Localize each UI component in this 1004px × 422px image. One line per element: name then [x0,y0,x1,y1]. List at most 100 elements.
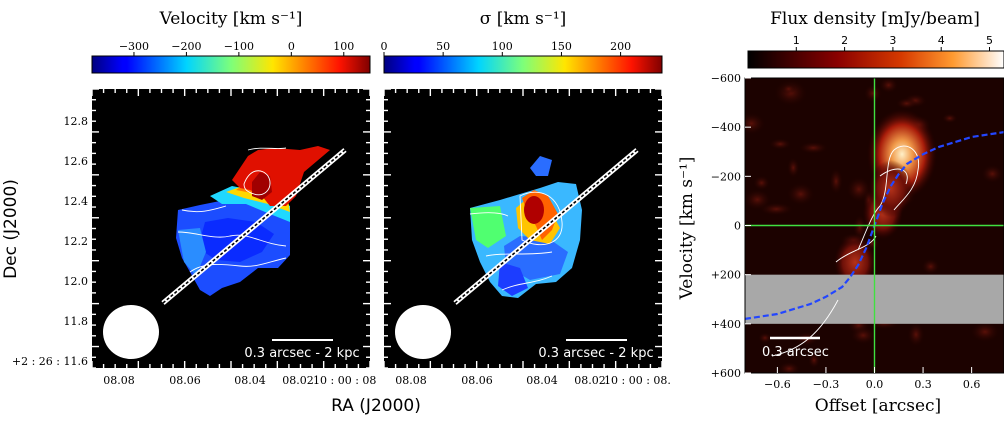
pv-noise [907,322,925,348]
pv-xlabel: Offset [arcsec] [815,396,941,416]
dec-axis-label: Dec (J2000) [1,179,21,279]
sigma-region-peak [524,196,544,224]
pv-y-tick-label: −400 [711,121,741,134]
sigma-colorbar-tick-label: 100 [492,40,513,53]
pv-noise [878,78,899,94]
pv-x-tick-label: 0.3 [914,378,932,391]
sigma-region-green [470,206,506,248]
pv-noise [786,182,815,206]
pv-noise [798,141,829,155]
ra-tick-label: 10 : 00 : 08 [313,374,376,387]
pv-noise [941,113,958,124]
ra-tick-label: 08.08 [103,374,135,387]
sigma-colorbar-title: σ [km s⁻¹] [480,9,567,29]
dec-tick-label: 12.0 [64,275,89,288]
pv-colorbar-tick-label: 4 [938,34,945,47]
pv-noise [850,326,877,345]
velocity-map: 0.3 arcsec - 2 kpc [92,89,370,368]
pv-colorbar-tick-label: 5 [986,34,993,47]
pv-colorbar-tick-label: 1 [793,34,800,47]
pv-colorbar-tick-label: 3 [889,34,896,47]
sigma-colorbar-tick-label: 200 [610,40,631,53]
pv-y-tick-label: +400 [711,318,741,331]
ra-tick-label: 08.08 [395,374,427,387]
velocity-colorbar: Velocity [km s⁻¹] −300 −200 −100 0 100 [91,9,371,74]
velocity-beam [103,305,159,359]
dec-tick-label: 11.8 [64,315,89,328]
pv-y-tick-label: +200 [711,269,741,282]
pv-scalebar-label: 0.3 arcsec [762,345,829,360]
ra-tick-label: 10 : 00 : 08. [604,374,671,387]
velocity-colorbar-tick-label: 0 [288,40,295,53]
pv-noise [807,351,821,369]
pv-x-tick-label: −0.6 [764,378,791,391]
pv-y-tick-label: +600 [711,367,741,380]
sigma-colorbar-tick-label: 0 [381,40,388,53]
ra-tick-label: 08.02 [574,374,606,387]
pv-x-tick-label: 0.6 [963,378,981,391]
pv-diagram: 0.3 arcsec −600 −400 −200 0 +200 +400 +600 −0.… [677,72,1004,416]
velocity-region-darkred [252,172,272,200]
sigma-map: 0.3 arcsec - 2 kpc [384,89,662,368]
pv-noise [981,164,1004,184]
pv-noise [970,321,1001,343]
pv-emission-blob [868,160,913,218]
pv-x-tick-label: −0.3 [813,378,840,391]
dec-tick-label: 12.2 [64,235,89,248]
ra-tick-label: 08.06 [169,374,201,387]
pv-y-tick-label: −600 [711,72,741,85]
velocity-colorbar-tick-label: −100 [224,40,254,53]
pv-noise [745,188,772,211]
pv-noise [752,175,771,191]
ra-tick-label: 08.04 [526,374,558,387]
dec-tick-label: 12.8 [64,115,89,128]
sigma-colorbar-gradient [383,55,663,74]
sigma-major-axis [453,148,639,305]
pv-ylabel: Velocity [km s⁻¹] [677,157,697,301]
pv-y-tick-label: 0 [734,220,741,233]
pv-noise [921,258,940,275]
flux-colorbar-gradient [747,50,1004,69]
pv-noise [786,157,800,179]
velocity-contours [177,147,287,273]
pv-noise [863,83,883,103]
velocity-colorbar-gradient [91,55,371,74]
sigma-colorbar: σ [km s⁻¹] 0 50 100 150 200 [381,9,663,74]
flux-colorbar: Flux density [mJy/beam] 1 2 3 4 5 [747,9,1004,69]
sigma-colorbar-tick-label: 50 [436,40,450,53]
velocity-colorbar-tick-label: −200 [171,40,201,53]
flux-colorbar-title: Flux density [mJy/beam] [770,9,980,29]
velocity-scalebar-label: 0.3 arcsec - 2 kpc [244,346,359,361]
sigma-colorbar-tick-label: 150 [551,40,572,53]
pv-noise [829,167,844,195]
map-axes: Dec (J2000) RA (J2000) 12.8 12.6 12.4 12.2 1… [1,115,671,416]
pv-noise [781,83,796,95]
velocity-colorbar-tick-label: −300 [119,40,149,53]
ra-tick-label: 08.04 [234,374,266,387]
pv-colorbar-tick-label: 2 [841,34,848,47]
sigma-region-deepblue [498,262,528,296]
dec-tick-label: 12.6 [64,155,89,168]
dec-tick-label: 12.4 [64,195,89,208]
pv-noise [846,176,872,203]
velocity-colorbar-title: Velocity [km s⁻¹] [159,9,303,29]
velocity-major-axis [161,148,347,305]
velocity-colorbar-tick-label: 100 [333,40,354,53]
sigma-beam [395,305,451,359]
pv-noise [768,138,792,150]
dec-origin-label: +2 : 26 : 11.6 [12,355,88,368]
ra-tick-label: 08.02 [282,374,314,387]
pv-y-tick-label: −200 [711,170,741,183]
ra-tick-label: 08.06 [461,374,493,387]
ra-axis-label: RA (J2000) [331,396,421,416]
sigma-region-top [530,156,552,176]
pv-noise [757,332,772,344]
sigma-scalebar-label: 0.3 arcsec - 2 kpc [538,346,653,361]
pv-noise [745,112,766,135]
velocity-region-cyan-left [178,228,206,276]
pv-noise [777,361,801,373]
pv-x-tick-label: 0.0 [866,378,884,391]
pv-noise [895,97,918,110]
sigma-contours [469,191,563,291]
